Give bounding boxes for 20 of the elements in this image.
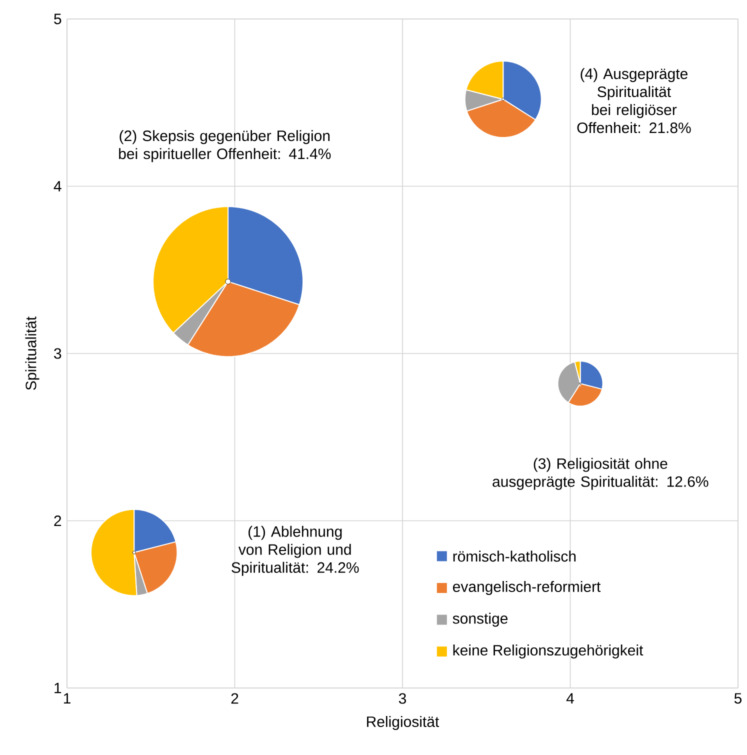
y-tick-label: 5 [54, 14, 62, 24]
x-axis-title: Religiosität [366, 716, 439, 730]
y-tick-label: 3 [54, 348, 62, 359]
legend-label: sonstige [452, 612, 508, 627]
annotation: (1) Ablehnung von Religion und Spiritualität: 24.2% [232, 526, 359, 576]
y-tick-label: 4 [54, 181, 62, 192]
x-tick-label: 1 [64, 693, 70, 704]
x-tick-label: 4 [566, 693, 574, 704]
y-tick-label: 1 [54, 682, 61, 694]
y-tick-label: 2 [54, 516, 61, 526]
x-tick-label: 3 [398, 693, 406, 704]
y-axis-title: Spiritualität [25, 316, 40, 390]
legend-label: römisch-katholisch [453, 550, 576, 562]
x-tick-label: 2 [231, 693, 238, 704]
annotation: (3) Religiosität ohne ausgeprägte Spiritualität: 12.6% [492, 458, 708, 490]
x-tick-label: 5 [734, 693, 742, 704]
annotation: (2) Skepsis gegenüber Religion bei spiritueller Offenheit: 41.4% [118, 130, 331, 162]
legend-label: evangelisch-reformiert [452, 580, 601, 595]
legend-label: keine Religionszugehörigkeit [453, 644, 644, 659]
annotation: (4) Ausgeprägte Spiritualität bei religiöser Offenheit: 21.8% [577, 68, 691, 134]
